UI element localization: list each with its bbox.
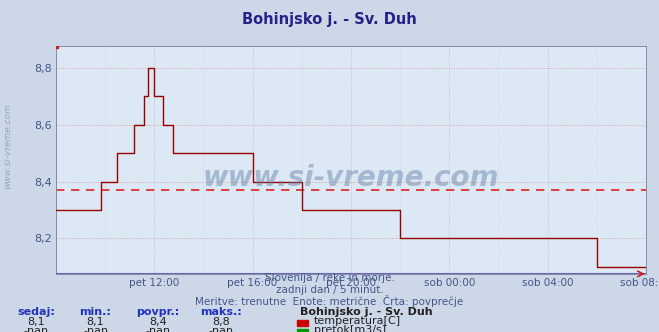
Text: -nan: -nan [83, 326, 108, 332]
Text: -nan: -nan [208, 326, 233, 332]
Text: -nan: -nan [24, 326, 49, 332]
Text: Slovenija / reke in morje.: Slovenija / reke in morje. [264, 273, 395, 283]
Text: 8,1: 8,1 [28, 317, 45, 327]
Text: 8,1: 8,1 [87, 317, 104, 327]
Text: zadnji dan / 5 minut.: zadnji dan / 5 minut. [275, 285, 384, 295]
Text: www.si-vreme.com: www.si-vreme.com [3, 103, 13, 189]
Text: -nan: -nan [146, 326, 171, 332]
Text: 8,8: 8,8 [212, 317, 229, 327]
Text: Bohinjsko j. - Sv. Duh: Bohinjsko j. - Sv. Duh [242, 12, 417, 27]
Text: Bohinjsko j. - Sv. Duh: Bohinjsko j. - Sv. Duh [300, 307, 432, 317]
Text: temperatura[C]: temperatura[C] [314, 316, 401, 326]
Text: sedaj:: sedaj: [17, 307, 55, 317]
Text: min.:: min.: [80, 307, 111, 317]
Text: Meritve: trenutne  Enote: metrične  Črta: povprečje: Meritve: trenutne Enote: metrične Črta: … [195, 295, 464, 307]
Text: www.si-vreme.com: www.si-vreme.com [203, 164, 499, 192]
Text: pretok[m3/s]: pretok[m3/s] [314, 325, 386, 332]
Text: 8,4: 8,4 [150, 317, 167, 327]
Text: povpr.:: povpr.: [136, 307, 180, 317]
Text: maks.:: maks.: [200, 307, 242, 317]
